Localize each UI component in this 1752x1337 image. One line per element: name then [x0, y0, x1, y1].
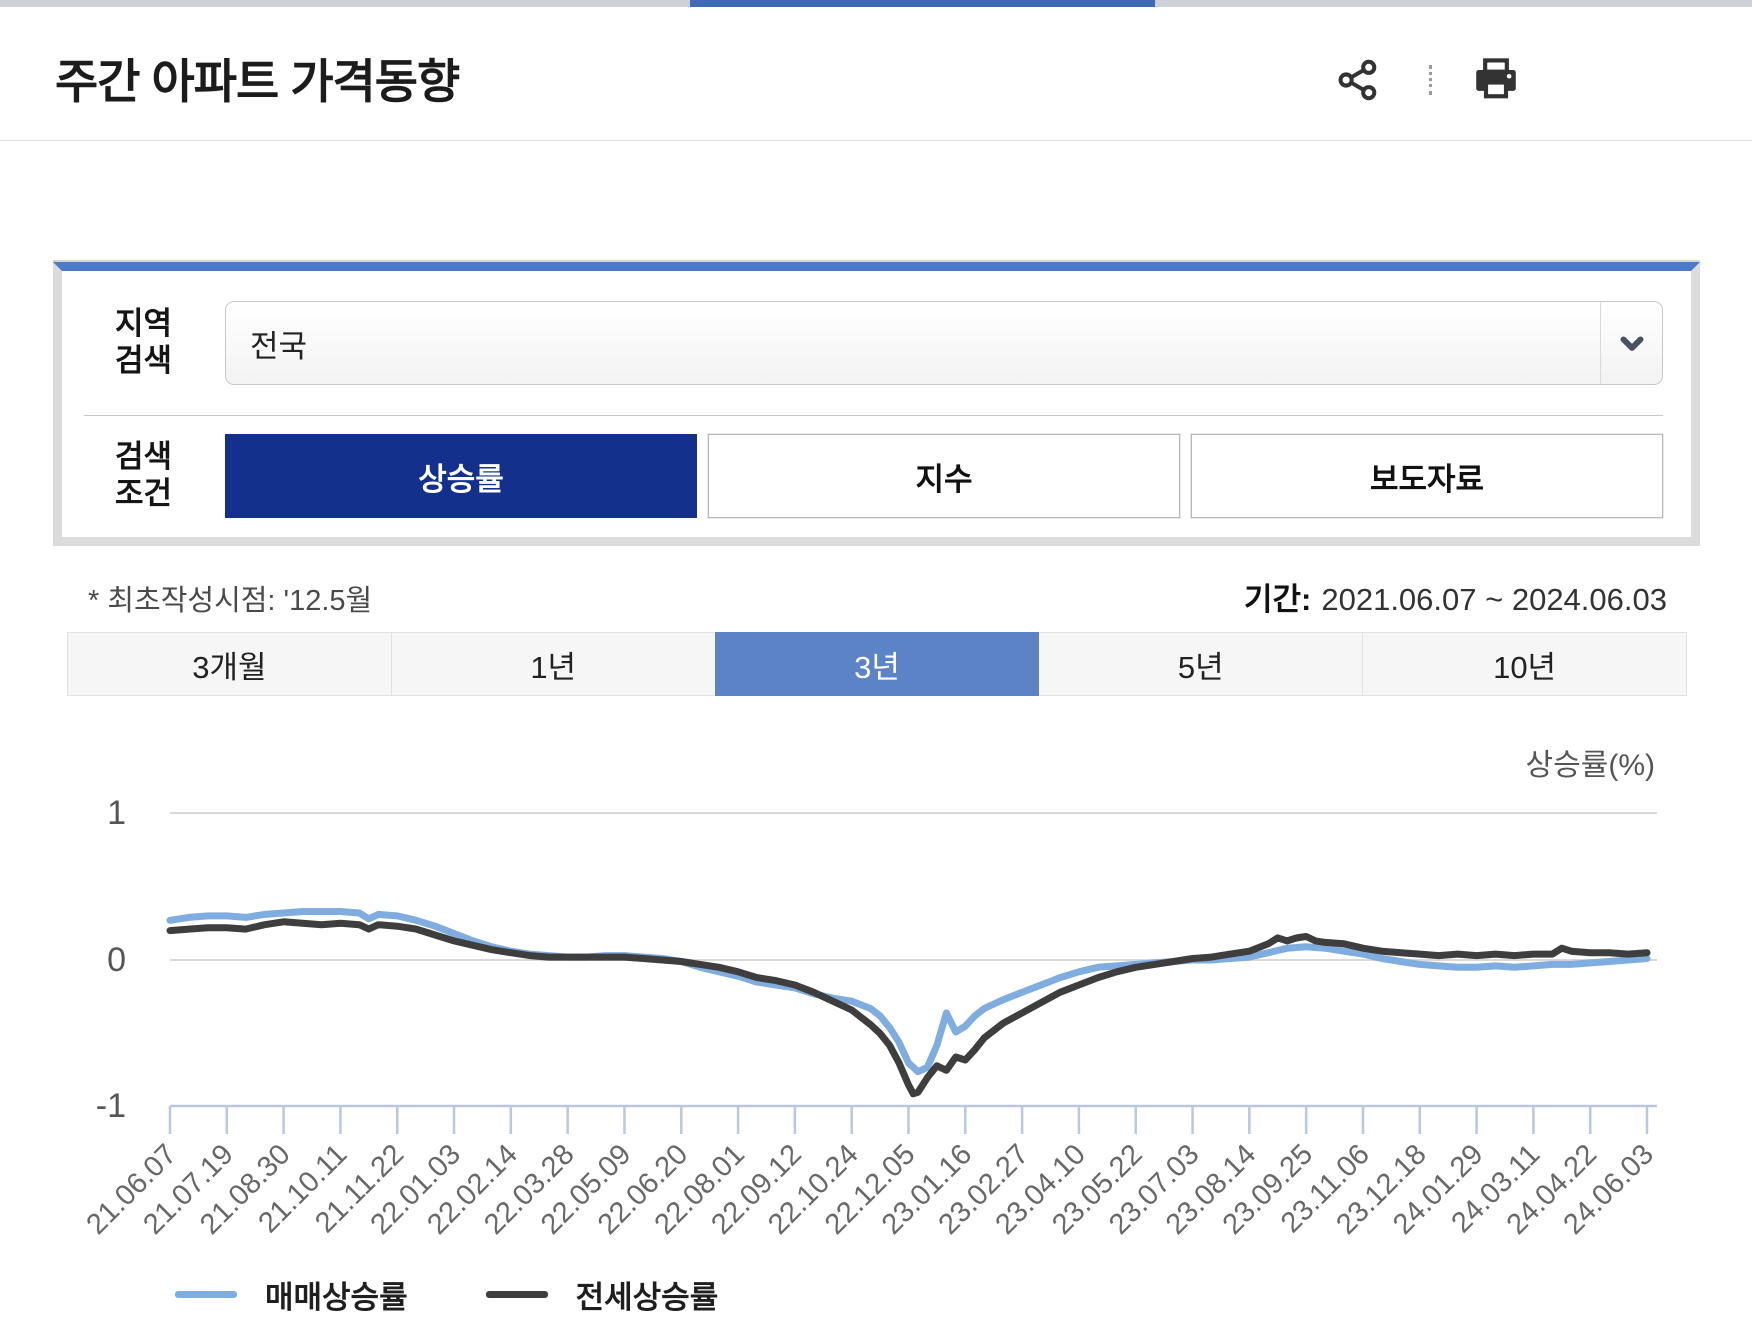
page-header: 주간 아파트 가격동향: [0, 7, 1752, 141]
first-written-note: * 최초작성시점: '12.5월: [88, 585, 373, 617]
chart-x-tick-labels: 21.06.0721.07.1921.08.3021.10.1121.11.22…: [80, 1138, 1659, 1240]
jeonse-line-swatch: [485, 1291, 548, 1298]
tab-5years[interactable]: 5년: [1038, 632, 1364, 696]
sale-line-swatch: [175, 1291, 237, 1298]
legend-item-jeonse: 전세상승률: [485, 1272, 719, 1317]
region-search-label: 지역 검색: [62, 306, 225, 379]
page-title: 주간 아파트 가격동향: [55, 55, 460, 108]
chart-y-tick-labels: 1 0 -1: [96, 794, 126, 1125]
condition-button-press[interactable]: 보도자료: [1191, 434, 1663, 518]
chart-legend: 매매상승률 전세상승률: [175, 1272, 718, 1317]
region-select[interactable]: 전국: [225, 301, 1663, 385]
chart-x-axis: [168, 1104, 1657, 1134]
print-icon: [1471, 55, 1521, 108]
top-accent-segment: [690, 0, 1155, 7]
svg-text:1: 1: [107, 794, 126, 832]
tab-1year[interactable]: 1년: [390, 632, 716, 696]
region-label-line2: 검색: [114, 343, 173, 378]
condition-button-rate[interactable]: 상승률: [225, 434, 697, 518]
page-top-strip: [0, 0, 1752, 7]
svg-text:-1: -1: [96, 1087, 126, 1125]
chart-unit-label: 상승률(%): [1525, 749, 1655, 782]
trend-line-chart: 1 0 -1 21.06.0721.07.1921.08.3021.10.1121.…: [80, 794, 1659, 1241]
range-tabs: 3개월 1년 3년 5년 10년: [67, 632, 1687, 696]
period-label: 기간:: [1243, 582, 1312, 617]
chart-gridlines: [170, 812, 1657, 961]
legend-label-sale: 매매상승률: [265, 1280, 408, 1315]
condition-label-line1: 검색: [114, 439, 173, 475]
period-text: 기간: 2021.06.07 ~ 2024.06.03: [1244, 574, 1667, 619]
condition-button-group: 상승률 지수 보도자료: [225, 434, 1663, 518]
share-icon: [1335, 57, 1381, 106]
tab-10years[interactable]: 10년: [1362, 632, 1687, 696]
chevron-down-icon: [1600, 302, 1662, 384]
tab-3months[interactable]: 3개월: [67, 632, 392, 696]
condition-label-line2: 조건: [114, 476, 173, 511]
chart-series-lines: [166, 908, 1651, 1098]
legend-item-sale: 매매상승률: [175, 1272, 408, 1317]
print-button[interactable]: [1470, 55, 1522, 107]
region-select-value: 전국: [250, 328, 308, 364]
condition-button-index[interactable]: 지수: [708, 434, 1180, 518]
region-label-line1: 지역: [114, 306, 173, 342]
legend-label-jeonse: 전세상승률: [575, 1280, 719, 1315]
svg-text:0: 0: [107, 941, 126, 979]
header-icon-divider: [1429, 65, 1432, 95]
search-condition-label: 검색 조건: [62, 439, 225, 512]
period-value: 2021.06.07 ~ 2024.06.03: [1321, 582, 1667, 617]
search-filter-panel: 지역 검색 전국 검색 조건 상승률 지수 보도자료: [53, 262, 1700, 546]
tab-3years[interactable]: 3년: [714, 632, 1040, 696]
share-button[interactable]: [1332, 55, 1384, 107]
panel-row-divider: [84, 415, 1663, 416]
